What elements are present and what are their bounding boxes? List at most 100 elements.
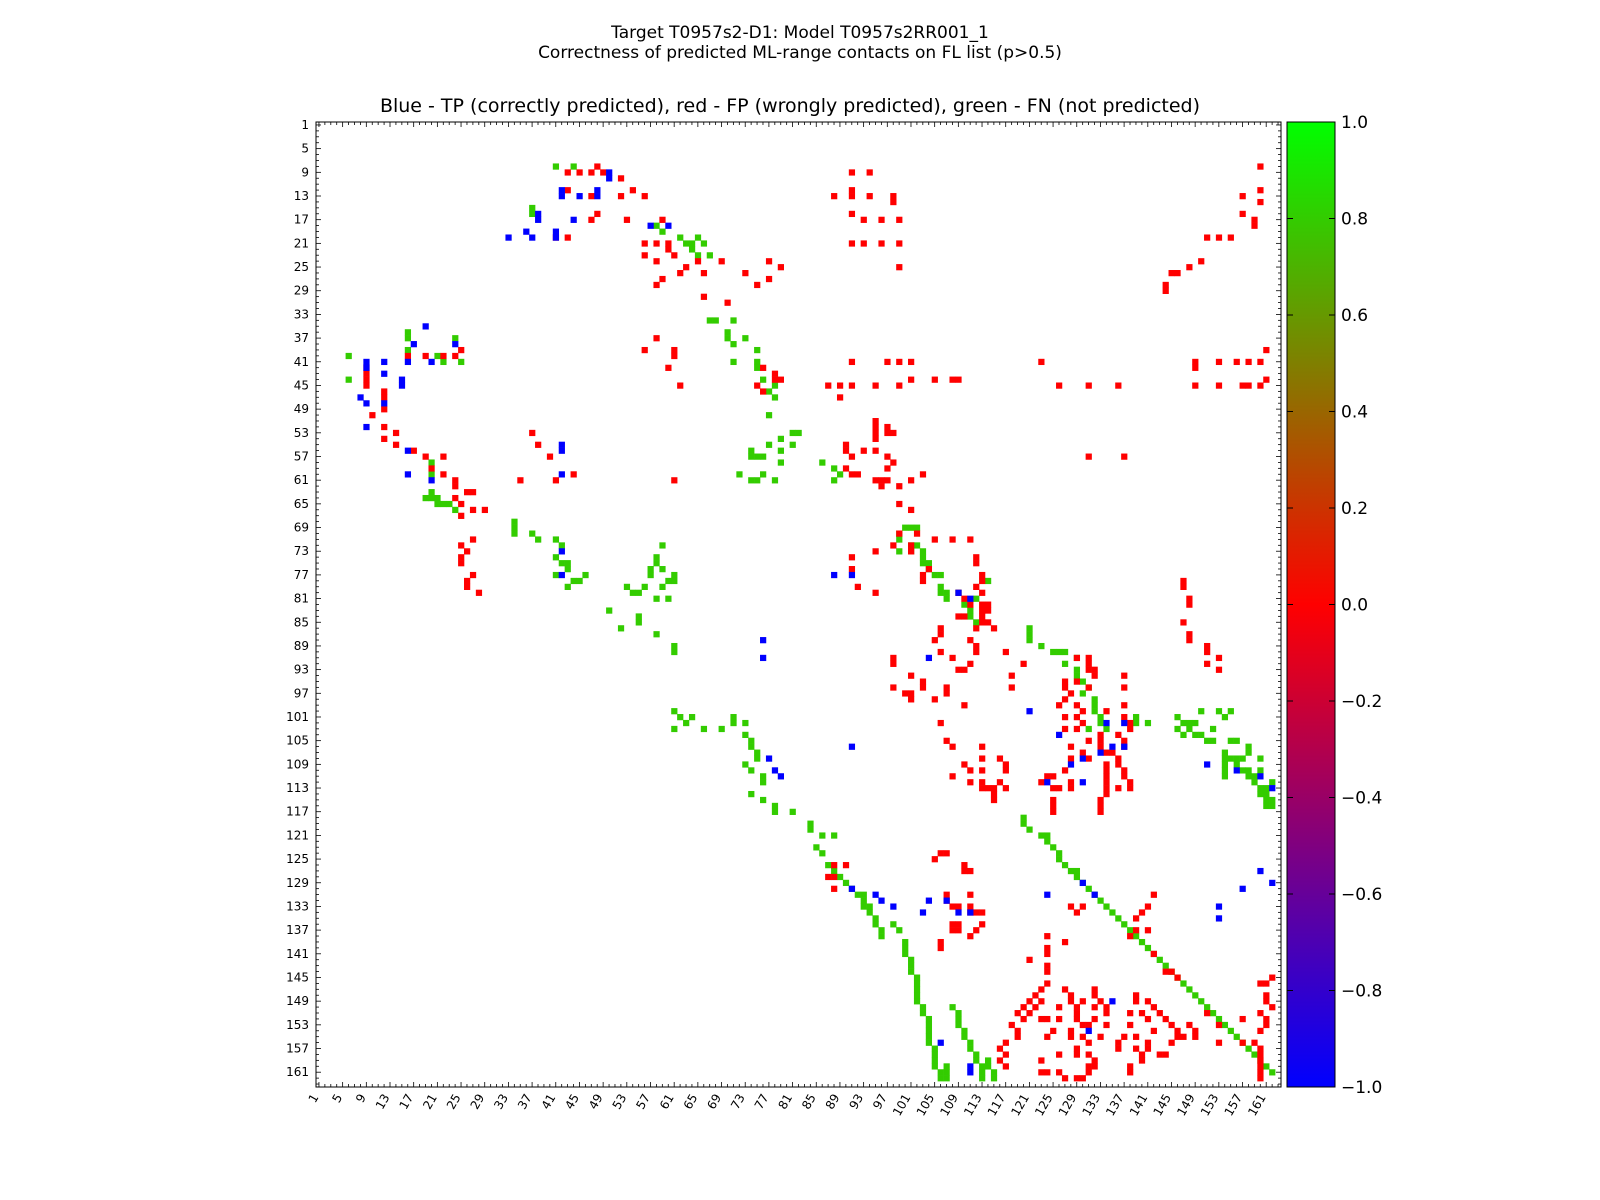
fn-cell — [789, 441, 796, 448]
fp-cell — [1138, 1057, 1146, 1064]
tp-cell — [1079, 779, 1086, 786]
fn-cell — [1020, 820, 1027, 827]
fn-cell — [943, 1063, 950, 1070]
tp-cell — [1121, 743, 1128, 750]
tp-cell — [1026, 708, 1033, 715]
tp-cell — [1079, 879, 1086, 887]
fp-cell — [967, 536, 974, 543]
fn-cell — [902, 938, 909, 946]
fn-cell — [434, 352, 441, 360]
fp-cell — [1038, 1015, 1045, 1023]
fn-cell — [979, 1063, 986, 1070]
fp-cell — [440, 471, 447, 478]
fp-cell — [967, 891, 974, 898]
tp-cell — [398, 382, 406, 389]
fn-cell — [1245, 749, 1252, 756]
fp-cell — [1121, 702, 1128, 709]
fp-cell — [1044, 944, 1051, 952]
fp-cell — [1233, 358, 1240, 366]
y-tick-label: 13 — [294, 189, 309, 203]
fn-cell — [908, 524, 915, 531]
fp-cell — [860, 216, 867, 223]
fp-cell — [777, 264, 784, 271]
colorbar-ticks: 1.0 0.8 0.6 0.4 0.2 0.0 −0.2 −0.4 −0.6 −0.8 −1.0 — [1287, 113, 1382, 1098]
x-tick-label: 161 — [1245, 1092, 1269, 1119]
fn-cell — [570, 577, 577, 585]
fp-cell — [1186, 264, 1193, 271]
tp-cell — [404, 447, 412, 454]
fn-cell — [813, 844, 820, 851]
fp-cell — [700, 270, 708, 277]
fn-cell — [1221, 755, 1229, 762]
y-tick-label: 17 — [294, 213, 309, 227]
fp-cell — [1085, 755, 1092, 762]
fn-cell — [913, 980, 921, 987]
fp-cell — [1061, 1075, 1069, 1082]
fp-cell — [1091, 992, 1098, 999]
x-tick-labels: 1 5 9 13 17 21 25 29 33 37 41 45 49 53 57 61 65 69 73 77 81 8… — [306, 1092, 1269, 1119]
fn-cell — [688, 714, 696, 721]
colorbar-tick-label: 0.4 — [1341, 403, 1368, 423]
y-tick-label: 129 — [286, 876, 309, 890]
tp-cell — [777, 773, 784, 780]
fp-cell — [724, 299, 731, 306]
tp-cell — [428, 477, 435, 484]
fn-cell — [1186, 725, 1193, 733]
fn-cell — [1138, 938, 1146, 946]
fn-cell — [576, 577, 583, 585]
fn-cell — [659, 566, 666, 573]
tp-cell — [523, 228, 530, 235]
fn-cell — [955, 1010, 962, 1017]
y-tick-labels: 1 5 9 13 17 21 25 29 33 37 41 45 49 53 57 61 65 69 73 77 81 8… — [286, 118, 309, 1079]
fp-cell — [990, 796, 998, 804]
fn-cell — [446, 500, 453, 508]
fn-cell — [1269, 779, 1276, 786]
fp-cell — [955, 921, 962, 928]
fp-cell — [1109, 749, 1116, 756]
fp-cell — [1067, 743, 1075, 750]
fp-cell — [594, 163, 601, 170]
fn-cell — [760, 773, 767, 780]
fp-cell — [653, 258, 660, 265]
fp-cell — [848, 169, 856, 176]
colorbar-tick-label: 0.2 — [1341, 499, 1368, 519]
tp-cell — [1097, 749, 1104, 756]
fp-cell — [937, 648, 944, 656]
fp-cell — [1150, 891, 1157, 898]
fp-cell — [979, 909, 986, 916]
fn-cell — [1233, 1033, 1240, 1040]
x-tick-label: 149 — [1174, 1092, 1198, 1119]
x-tick-label: 57 — [633, 1092, 653, 1112]
fn-cell — [1091, 696, 1098, 703]
fp-cell — [1138, 1051, 1146, 1058]
fn-cell — [1026, 826, 1033, 833]
fn-cell — [552, 163, 560, 170]
fp-cell — [1079, 719, 1086, 727]
y-tick-label: 53 — [294, 426, 309, 440]
fp-cell — [1269, 1004, 1276, 1011]
fn-cell — [967, 613, 974, 620]
fp-cell — [1257, 980, 1264, 987]
y-tick-label: 105 — [286, 734, 309, 748]
fp-cell — [1121, 453, 1128, 460]
y-tick-label: 125 — [286, 852, 309, 866]
fp-cell — [1192, 382, 1199, 389]
fn-cell — [967, 1039, 974, 1046]
fn-cell — [777, 447, 784, 454]
fp-cell — [848, 240, 856, 247]
fn-cell — [724, 329, 731, 336]
fp-cell — [1103, 1010, 1110, 1017]
fp-cell — [452, 483, 459, 490]
fp-cell — [842, 441, 850, 448]
x-tick-label: 137 — [1103, 1092, 1127, 1119]
fp-cell — [464, 583, 471, 590]
fn-cell — [973, 1057, 980, 1064]
fp-cell — [1121, 714, 1128, 721]
fn-cell — [671, 708, 678, 715]
fn-cell — [558, 560, 565, 567]
fn-cell — [931, 1051, 938, 1058]
fp-cell — [919, 684, 927, 691]
fn-cell — [1227, 708, 1234, 715]
fn-cell — [659, 228, 666, 235]
fp-cell — [890, 684, 897, 691]
